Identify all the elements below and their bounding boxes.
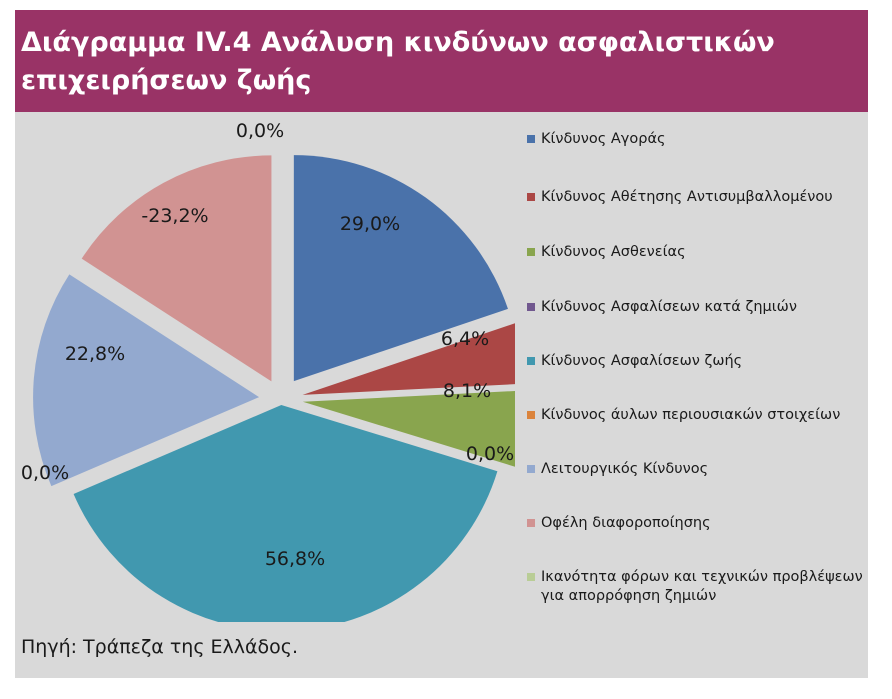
legend-swatch <box>527 411 535 419</box>
pie-slice-κίνδυνος-αγοράς <box>293 155 508 382</box>
legend-swatch <box>527 573 535 581</box>
legend-item-κίνδυνος-αθέτησης-αντισυμβαλλομένου: Κίνδυνος Αθέτησης Αντισυμβαλλομένου <box>527 188 865 207</box>
legend-label: Κίνδυνος άυλων περιουσιακών στοιχείων <box>541 407 841 423</box>
legend-label: Οφέλη διαφοροποίησης <box>541 515 711 531</box>
legend-item-κίνδυνος-αγοράς: Κίνδυνος Αγοράς <box>527 130 865 149</box>
pie-slice-κίνδυνος-αθέτησης-αντισυμβαλλομένου <box>302 323 515 395</box>
legend-swatch <box>527 135 535 143</box>
legend-swatch <box>527 357 535 365</box>
data-label-κίνδυνος-ασφαλίσεων-κατά-ζημιών: 0,0% <box>466 443 514 465</box>
legend-label: Ικανότητα φόρων και τεχνικών προβλέψεων … <box>541 569 863 604</box>
data-label-οφέλη-διαφοροποίησης: -23,2% <box>141 205 208 227</box>
legend-swatch <box>527 519 535 527</box>
pie-slice-κίνδυνος-ασφαλίσεων-ζωής <box>73 404 498 622</box>
legend-label: Λειτουργικός Κίνδυνος <box>541 461 709 477</box>
pie-slice-λειτουργικός-κίνδυνος <box>33 274 260 487</box>
legend-item-ικανότητα-φόρων-και-τεχνικών-προβλέψεων-για-απορρόφηση-ζημιών: Ικανότητα φόρων και τεχνικών προβλέψεων … <box>527 568 865 606</box>
legend-item-λειτουργικός-κίνδυνος: Λειτουργικός Κίνδυνος <box>527 460 865 479</box>
legend-item-κίνδυνος-άυλων-περιουσιακών-στοιχείων: Κίνδυνος άυλων περιουσιακών στοιχείων <box>527 406 865 425</box>
data-label-κίνδυνος-αγοράς: 29,0% <box>340 213 400 235</box>
legend-item-κίνδυνος-ασθενείας: Κίνδυνος Ασθενείας <box>527 243 865 262</box>
data-label-κίνδυνος-άυλων-περιουσιακών-στοιχείων: 0,0% <box>21 462 69 484</box>
legend-swatch <box>527 303 535 311</box>
legend-item-οφέλη-διαφοροποίησης: Οφέλη διαφοροποίησης <box>527 514 865 533</box>
legend-item-κίνδυνος-ασφαλίσεων-κατά-ζημιών: Κίνδυνος Ασφαλίσεων κατά ζημιών <box>527 298 865 317</box>
data-label-κίνδυνος-αθέτησης-αντισυμβαλλομένου: 6,4% <box>441 328 489 350</box>
legend-label: Κίνδυνος Ασφαλίσεων κατά ζημιών <box>541 299 797 315</box>
data-label-ικανότητα-φόρων-και-τεχνικών-προβλέψεων-για-απορρόφηση-ζημιών: 0,0% <box>236 120 284 142</box>
legend-label: Κίνδυνος Ασθενείας <box>541 244 686 260</box>
data-label-λειτουργικός-κίνδυνος: 22,8% <box>65 343 125 365</box>
legend-swatch <box>527 248 535 256</box>
pie-chart: 29,0% 6,4% 8,1% 0,0% 56,8% 0,0% 22,8% -23,2% 0,0… <box>21 120 515 622</box>
legend-swatch <box>527 465 535 473</box>
data-label-κίνδυνος-ασθενείας: 8,1% <box>443 380 491 402</box>
data-label-κίνδυνος-ασφαλίσεων-ζωής: 56,8% <box>265 548 325 570</box>
legend-label: Κίνδυνος Αγοράς <box>541 131 666 147</box>
source-note: Πηγή: Τράπεζα της Ελλάδος. <box>21 636 298 658</box>
legend-label: Κίνδυνος Αθέτησης Αντισυμβαλλομένου <box>541 189 833 205</box>
title-bar: Διάγραμμα IV.4 Ανάλυση κινδύνων ασφαλιστ… <box>15 10 868 112</box>
pie-slice-οφέλη-διαφοροποίησης <box>81 155 272 382</box>
chart-area: 29,0% 6,4% 8,1% 0,0% 56,8% 0,0% 22,8% -23,2% 0,0… <box>15 112 868 678</box>
legend-swatch <box>527 193 535 201</box>
pie-slice-κίνδυνος-ασθενείας <box>302 390 515 467</box>
chart-title: Διάγραμμα IV.4 Ανάλυση κινδύνων ασφαλιστ… <box>21 27 775 96</box>
legend-label: Κίνδυνος Ασφαλίσεων ζωής <box>541 353 743 369</box>
legend-item-κίνδυνος-ασφαλίσεων-ζωής: Κίνδυνος Ασφαλίσεων ζωής <box>527 352 865 371</box>
